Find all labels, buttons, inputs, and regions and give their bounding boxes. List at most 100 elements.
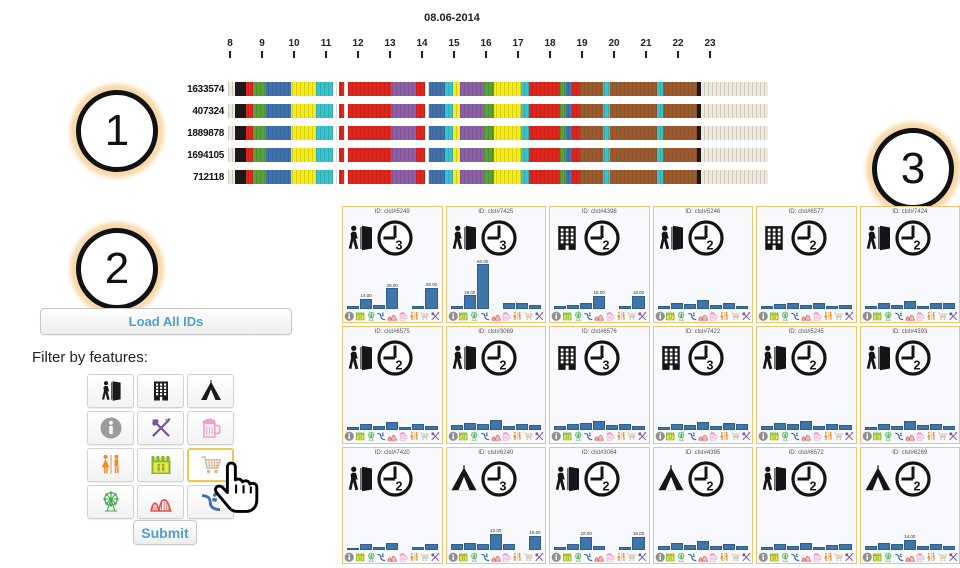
bar-slot [813, 425, 826, 430]
timeline-rows: 1633574 407324 1889878 1694105 712118 [168, 82, 769, 192]
ferris-icon [676, 552, 687, 563]
bar [813, 425, 826, 430]
card-id-label: ID: clst#6572 [788, 449, 824, 456]
filter-info-button[interactable] [87, 411, 134, 445]
bar [632, 295, 645, 310]
cluster-card[interactable]: ID: clst#6572 2 [756, 446, 857, 564]
cluster-card[interactable]: ID: clst#5249 3 14.00 28.00 29.00 [342, 206, 443, 324]
cluster-card[interactable]: ID: clst#5246 2 [652, 206, 753, 324]
bar [619, 423, 632, 430]
info-icon [862, 311, 873, 322]
cluster-card[interactable]: ID: clst#5245 2 [756, 326, 857, 444]
bar-slot [502, 303, 515, 310]
bar-slot [489, 419, 502, 430]
hour-tick [357, 51, 359, 58]
activity-segment [315, 148, 334, 162]
bar-slot [800, 542, 813, 550]
cluster-card[interactable]: ID: clst#7425 3 19.00 60.00 [445, 206, 546, 324]
clock-icon: 2 [687, 220, 724, 256]
bar-slot [347, 426, 360, 430]
cart-icon [937, 431, 948, 442]
card-icons: 2 [552, 459, 622, 499]
activity-segment [701, 82, 769, 96]
filter-tent-button[interactable] [187, 374, 234, 408]
cutlery-icon [637, 552, 648, 563]
filter-restroom-button[interactable] [87, 448, 134, 482]
activity-segment [701, 126, 769, 140]
ferris-icon [573, 431, 584, 442]
cluster-card[interactable]: ID: clst#7422 3 [652, 326, 753, 444]
cluster-card[interactable]: ID: clst#6240 3 22.00 19.00 [445, 446, 546, 564]
cluster-card[interactable]: ID: clst#7420 2 [342, 446, 443, 564]
cluster-card[interactable]: ID: clst#6576 3 [549, 326, 650, 444]
step-1-badge: 1 [76, 90, 158, 172]
bar [890, 304, 903, 310]
cluster-card[interactable]: ID: clst#3069 2 [445, 326, 546, 444]
bar-slot [787, 424, 800, 430]
cluster-card[interactable]: ID: clst#4393 2 [859, 326, 960, 444]
bar-slot [929, 303, 942, 310]
bar [942, 425, 956, 430]
bar [696, 422, 709, 430]
door-icon [345, 461, 375, 497]
activity-segment [290, 82, 316, 96]
activity-segment [559, 170, 567, 184]
bar [373, 304, 386, 310]
svg-text:2: 2 [603, 479, 610, 493]
filter-castle-button[interactable] [137, 448, 184, 482]
bar-slot: 18.00 [593, 290, 606, 310]
bar-slot [800, 420, 813, 430]
activity-segment [338, 82, 344, 96]
ferris-icon [780, 431, 791, 442]
bar-slot [813, 547, 826, 550]
cluster-card[interactable]: ID: clst#6575 2 [342, 326, 443, 444]
submit-button[interactable]: Submit [133, 520, 197, 545]
bar-slot [774, 304, 787, 310]
hour-text: 11 [320, 38, 332, 49]
bar-slot [942, 425, 956, 430]
bar-slot: 19.00 [463, 290, 476, 310]
bar [528, 535, 542, 550]
activity-segment [253, 170, 267, 184]
cart-icon [937, 311, 948, 322]
activity-segment [452, 82, 460, 96]
bar-slot [929, 423, 942, 430]
info-icon [862, 431, 873, 442]
svg-text:3: 3 [603, 359, 610, 373]
bar-value-label: 14.00 [904, 534, 916, 540]
bar [632, 425, 645, 430]
bar-slot: 29.00 [425, 282, 438, 310]
load-all-ids-button[interactable]: Load All IDs [40, 308, 292, 335]
activity-segment [452, 170, 460, 184]
hand-cursor-icon [214, 461, 259, 513]
bar [463, 543, 476, 550]
bar [580, 536, 593, 550]
activity-segment [235, 148, 247, 162]
cluster-card[interactable]: ID: clst#6577 2 [756, 206, 857, 324]
cluster-card[interactable]: ID: clst#4398 2 18.00 18.00 [549, 206, 650, 324]
cart-icon [419, 431, 430, 442]
activity-segment [493, 104, 521, 118]
filter-beer-button[interactable] [187, 411, 234, 445]
hour-tick [421, 51, 423, 58]
cart-icon [523, 431, 534, 442]
cluster-card[interactable]: ID: clst#3064 2 18.00 18.00 [549, 446, 650, 564]
filter-ferris-wheel-button[interactable] [87, 485, 134, 519]
bar-slot [373, 304, 386, 310]
cluster-card[interactable]: ID: clst#7424 2 [859, 206, 960, 324]
building-icon [149, 379, 173, 403]
bar [761, 425, 774, 430]
filter-food-button[interactable] [137, 411, 184, 445]
filter-by-features-label: Filter by features: [32, 349, 148, 366]
filter-building-button[interactable] [137, 374, 184, 408]
beer-icon [398, 552, 409, 563]
bar-slot [916, 545, 929, 550]
activity-segment [662, 82, 698, 96]
cluster-card[interactable]: ID: clst#4395 2 [652, 446, 753, 564]
activity-segment [520, 82, 529, 96]
cluster-card[interactable]: ID: clst#6269 2 14.00 [859, 446, 960, 564]
bar-slot [463, 422, 476, 430]
filter-roller-coaster-button[interactable] [137, 485, 184, 519]
filter-entrance-button[interactable] [87, 374, 134, 408]
timeline-row-id: 407324 [192, 105, 224, 117]
